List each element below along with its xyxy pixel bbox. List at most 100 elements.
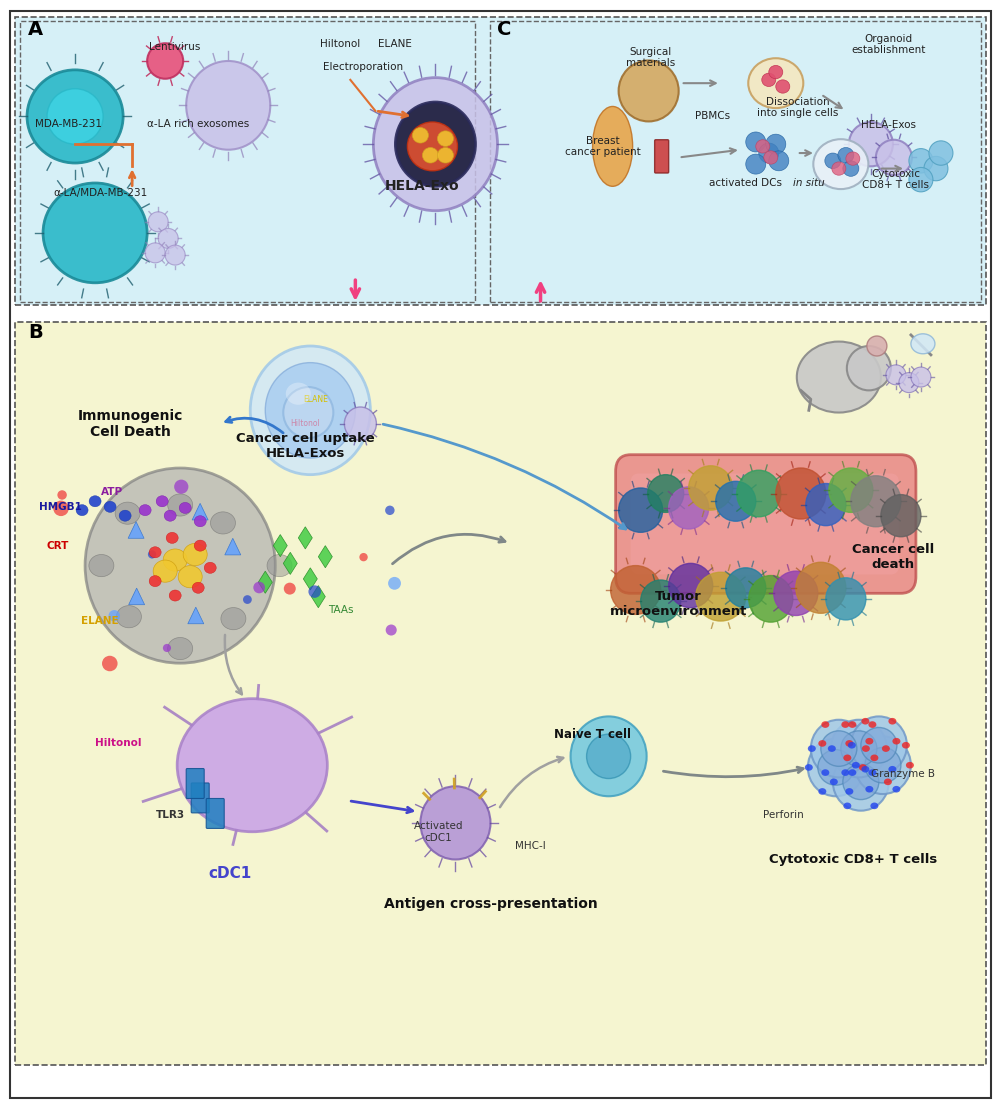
Ellipse shape [257, 554, 282, 577]
Ellipse shape [119, 602, 144, 624]
Ellipse shape [265, 363, 355, 458]
Ellipse shape [909, 149, 933, 173]
FancyBboxPatch shape [15, 17, 986, 305]
Ellipse shape [764, 151, 778, 164]
Ellipse shape [619, 60, 679, 121]
Text: Immunogenic
Cell Death: Immunogenic Cell Death [77, 408, 183, 439]
Ellipse shape [85, 468, 275, 663]
Ellipse shape [808, 745, 816, 752]
Text: cDC1: cDC1 [208, 866, 252, 882]
Text: TAAs: TAAs [327, 604, 353, 615]
Ellipse shape [859, 764, 867, 771]
Ellipse shape [194, 540, 206, 551]
Text: Antigen cross-presentation: Antigen cross-presentation [383, 897, 598, 910]
Text: C: C [497, 20, 512, 40]
Text: α-LA/MDA-MB-231: α-LA/MDA-MB-231 [53, 187, 147, 199]
Polygon shape [318, 546, 332, 568]
Ellipse shape [769, 151, 789, 171]
Ellipse shape [838, 147, 854, 163]
Ellipse shape [669, 563, 713, 608]
FancyBboxPatch shape [616, 455, 916, 593]
Text: Organoid
establishment: Organoid establishment [852, 33, 926, 55]
Ellipse shape [186, 61, 270, 150]
Ellipse shape [868, 721, 877, 728]
Ellipse shape [833, 753, 889, 811]
Ellipse shape [911, 367, 931, 387]
Text: Hiltonol: Hiltonol [320, 39, 360, 50]
Text: activated DCs: activated DCs [709, 177, 785, 189]
Text: ELANE: ELANE [81, 615, 119, 627]
Ellipse shape [829, 468, 873, 512]
Ellipse shape [163, 644, 171, 652]
Text: Naive T cell: Naive T cell [555, 728, 631, 741]
Ellipse shape [845, 788, 853, 795]
Polygon shape [311, 586, 325, 608]
Ellipse shape [250, 346, 370, 475]
Text: MHC-I: MHC-I [516, 841, 546, 852]
Ellipse shape [847, 346, 891, 390]
Ellipse shape [841, 770, 849, 776]
Polygon shape [273, 535, 287, 557]
Ellipse shape [178, 566, 202, 588]
Ellipse shape [422, 147, 438, 163]
Ellipse shape [828, 745, 836, 752]
Ellipse shape [192, 582, 204, 593]
Text: CRT: CRT [47, 540, 69, 551]
Ellipse shape [243, 596, 252, 604]
Ellipse shape [762, 73, 776, 87]
Ellipse shape [689, 466, 733, 510]
Ellipse shape [147, 43, 183, 79]
Ellipse shape [821, 731, 857, 766]
Ellipse shape [27, 70, 123, 163]
Ellipse shape [748, 58, 803, 109]
Ellipse shape [848, 770, 856, 776]
Text: Hiltonol: Hiltonol [290, 419, 320, 428]
Ellipse shape [818, 788, 826, 795]
Ellipse shape [911, 334, 935, 354]
Ellipse shape [100, 487, 125, 509]
Ellipse shape [861, 766, 869, 773]
Ellipse shape [234, 621, 259, 643]
Ellipse shape [851, 476, 901, 527]
Ellipse shape [774, 571, 818, 615]
Ellipse shape [593, 106, 633, 186]
Text: in situ: in situ [793, 177, 825, 189]
Ellipse shape [819, 740, 827, 746]
Ellipse shape [385, 624, 396, 635]
Ellipse shape [865, 737, 873, 744]
Text: ELANE: ELANE [303, 395, 327, 404]
Ellipse shape [899, 373, 919, 393]
FancyBboxPatch shape [191, 783, 209, 813]
Ellipse shape [808, 739, 864, 796]
Ellipse shape [286, 383, 310, 405]
FancyBboxPatch shape [10, 11, 991, 1098]
Ellipse shape [224, 498, 249, 520]
Ellipse shape [611, 566, 661, 614]
Ellipse shape [385, 506, 394, 515]
Ellipse shape [893, 786, 901, 793]
Ellipse shape [696, 572, 746, 621]
FancyBboxPatch shape [655, 140, 669, 173]
Ellipse shape [437, 147, 453, 163]
Ellipse shape [749, 576, 793, 622]
Ellipse shape [284, 582, 295, 594]
Text: Dissociation
into single cells: Dissociation into single cells [757, 96, 839, 119]
Ellipse shape [831, 720, 887, 777]
Ellipse shape [344, 407, 376, 440]
Ellipse shape [867, 336, 887, 356]
Ellipse shape [204, 562, 216, 573]
Ellipse shape [826, 578, 866, 620]
Text: Electroporation: Electroporation [323, 61, 403, 72]
Ellipse shape [865, 786, 873, 793]
Ellipse shape [846, 152, 860, 165]
Ellipse shape [179, 502, 191, 513]
Text: A: A [28, 20, 43, 40]
Ellipse shape [619, 488, 663, 532]
Ellipse shape [641, 580, 681, 622]
Ellipse shape [437, 131, 453, 146]
Text: HELA-Exo: HELA-Exo [385, 180, 459, 193]
Ellipse shape [843, 803, 851, 810]
Ellipse shape [902, 742, 910, 749]
Ellipse shape [813, 140, 868, 190]
Ellipse shape [796, 562, 846, 613]
